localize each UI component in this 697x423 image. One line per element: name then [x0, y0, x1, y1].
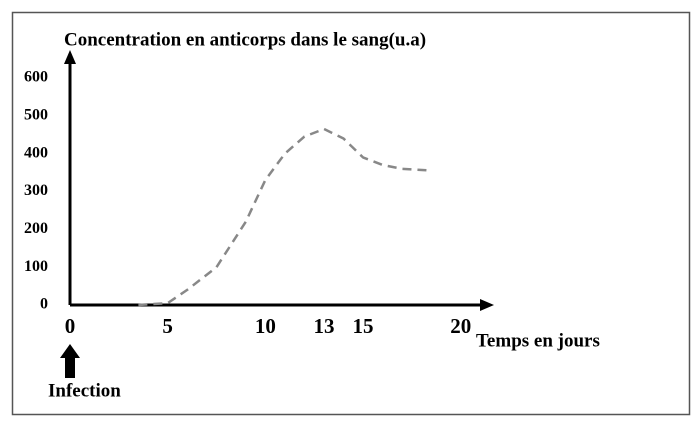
y-tick-label: 600: [24, 69, 48, 86]
y-tick-label: 200: [24, 220, 48, 237]
data-line: [138, 127, 432, 307]
y-axis-arrow: [64, 50, 76, 64]
y-tick-label: 400: [24, 144, 48, 161]
infection-arrow: [60, 344, 80, 378]
y-tick-label: 500: [24, 106, 48, 123]
y-axis-label: Concentration en anticorps dans le sang(…: [64, 29, 426, 50]
frame: [11, 11, 691, 416]
x-tick-label: 5: [162, 314, 173, 338]
x-axis-arrow: [480, 299, 494, 311]
x-tick-label: 20: [450, 314, 471, 338]
x-tick-label: 0: [65, 314, 76, 338]
x-tick-label: 13: [313, 314, 334, 338]
y-tick-label: 100: [24, 258, 48, 275]
y-tick-label: 0: [40, 296, 48, 313]
y-tick-label: 300: [24, 182, 48, 199]
x-tick-label: 15: [353, 314, 374, 338]
annotation: Infection: [48, 380, 121, 401]
x-axis-label: Temps en jours: [476, 330, 600, 351]
x-tick-label: 10: [255, 314, 276, 338]
